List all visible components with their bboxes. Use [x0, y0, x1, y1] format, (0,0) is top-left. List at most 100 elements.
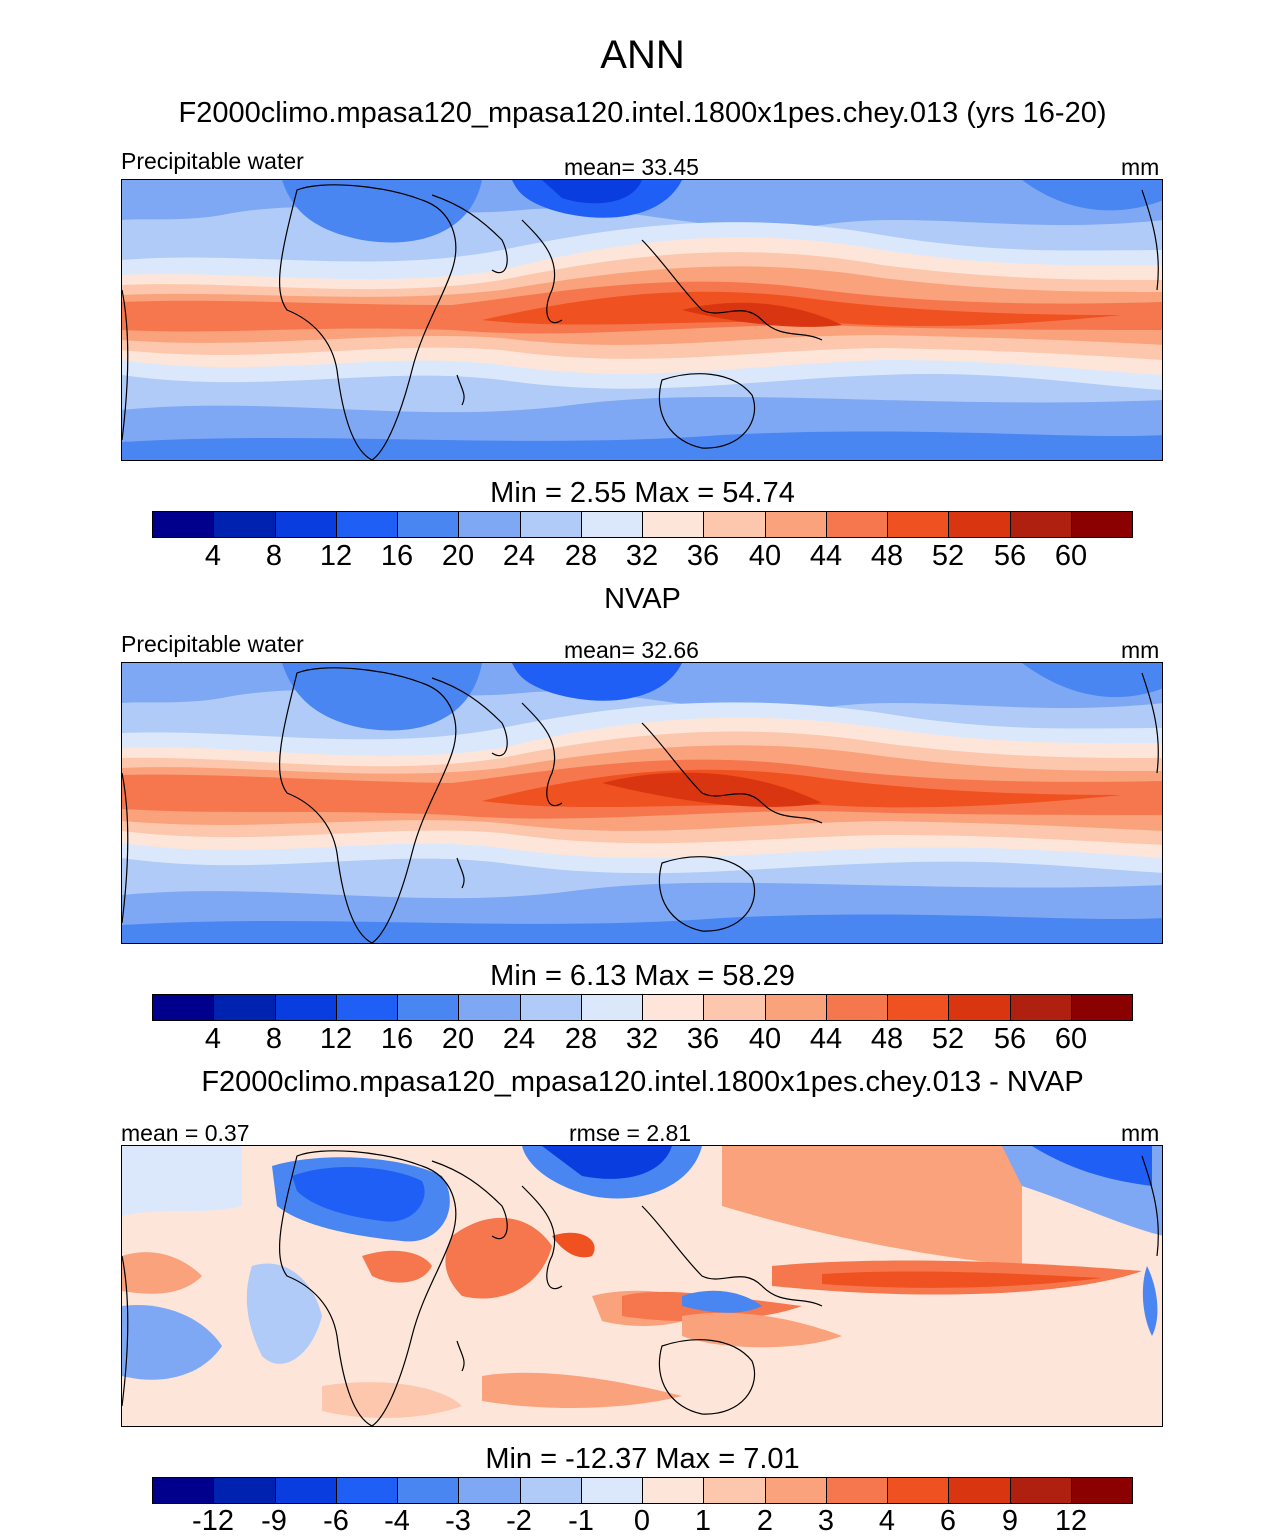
panel1-variable-label: Precipitable water	[121, 148, 304, 174]
colorbar-box	[949, 512, 1011, 537]
colorbar-tick-label: 4	[204, 1023, 222, 1055]
colorbar-tick-label: -4	[384, 1505, 410, 1537]
colorbar-box	[581, 995, 643, 1020]
colorbar-box	[153, 512, 215, 537]
colorbar-box	[398, 1478, 460, 1503]
colorbar-tick-label: 60	[1054, 1023, 1088, 1055]
colorbar-box	[275, 1478, 337, 1503]
panel2-variable-label: Precipitable water	[121, 631, 304, 657]
colorbar-tick-label: 4	[878, 1505, 896, 1537]
colorbar-box	[765, 995, 827, 1020]
colorbar-tick-label: -3	[445, 1505, 471, 1537]
colorbar-box	[765, 512, 827, 537]
colorbar-tick-label: 60	[1054, 540, 1088, 572]
colorbar-box	[704, 995, 766, 1020]
colorbar-tick-label: 28	[564, 1023, 598, 1055]
colorbar-box	[826, 512, 888, 537]
colorbar-box	[1071, 995, 1132, 1020]
panel3-minmax: Min = -12.37 Max = 7.01	[485, 1443, 800, 1475]
colorbar-tick-label: 1	[694, 1505, 712, 1537]
colorbar-box	[826, 1478, 888, 1503]
colorbar-tick-label: 24	[502, 540, 536, 572]
colorbar-box	[888, 512, 950, 537]
colorbar-tick-label: 36	[686, 1023, 720, 1055]
colorbar-box	[1071, 1478, 1132, 1503]
colorbar-box	[214, 995, 276, 1020]
colorbar-tick-label: 12	[1054, 1505, 1088, 1537]
colorbar-box	[1010, 1478, 1072, 1503]
colorbar-box	[459, 1478, 521, 1503]
colorbar-tick-label: -6	[323, 1505, 349, 1537]
colorbar-box	[1010, 995, 1072, 1020]
colorbar-tick-label: 40	[748, 1023, 782, 1055]
colorbar-tick-label: -12	[192, 1505, 234, 1537]
colorbar-box	[275, 995, 337, 1020]
panel1-colorbar	[152, 511, 1133, 538]
colorbar-tick-label: 12	[319, 1023, 353, 1055]
colorbar-box	[214, 512, 276, 537]
colorbar-box	[643, 995, 705, 1020]
panel3-map	[121, 1145, 1163, 1427]
colorbar-tick-label: 2	[756, 1505, 774, 1537]
colorbar-tick-label: 20	[441, 1023, 475, 1055]
colorbar-box	[949, 1478, 1011, 1503]
colorbar-tick-label: 36	[686, 540, 720, 572]
colorbar-box	[336, 995, 398, 1020]
colorbar-tick-label: 9	[1001, 1505, 1019, 1537]
colorbar-tick-label: 32	[625, 540, 659, 572]
panel1-units-label: mm	[1121, 154, 1160, 180]
panel1-minmax: Min = 2.55 Max = 54.74	[490, 477, 795, 509]
colorbar-tick-label: 44	[809, 540, 843, 572]
panel2-minmax: Min = 6.13 Max = 58.29	[490, 960, 795, 992]
colorbar-box	[704, 512, 766, 537]
colorbar-tick-label: 56	[993, 1023, 1027, 1055]
colorbar-box	[520, 995, 582, 1020]
colorbar-tick-label: 16	[380, 1023, 414, 1055]
panel3-units-label: mm	[1121, 1120, 1160, 1146]
panel3-rmse-label: rmse = 2.81	[569, 1120, 692, 1146]
colorbar-box	[704, 1478, 766, 1503]
colorbar-box	[398, 512, 460, 537]
colorbar-box	[643, 1478, 705, 1503]
colorbar-box	[153, 995, 215, 1020]
colorbar-box	[888, 995, 950, 1020]
colorbar-tick-label: 56	[993, 540, 1027, 572]
colorbar-tick-label: 4	[204, 540, 222, 572]
panel2-mean-label: mean= 32.66	[564, 637, 699, 663]
colorbar-tick-label: 20	[441, 540, 475, 572]
colorbar-tick-label: 12	[319, 540, 353, 572]
colorbar-tick-label: 44	[809, 1023, 843, 1055]
colorbar-box	[459, 995, 521, 1020]
colorbar-tick-label: 8	[265, 1023, 283, 1055]
colorbar-box	[581, 1478, 643, 1503]
panel2-units-label: mm	[1121, 637, 1160, 663]
colorbar-tick-label: 6	[939, 1505, 957, 1537]
colorbar-tick-label: -1	[568, 1505, 594, 1537]
colorbar-box	[275, 512, 337, 537]
figure-title: ANN	[600, 33, 685, 77]
panel2-title: NVAP	[604, 583, 681, 615]
colorbar-box	[520, 512, 582, 537]
colorbar-tick-label: 3	[817, 1505, 835, 1537]
panel2-colorbar	[152, 994, 1133, 1021]
colorbar-tick-label: 8	[265, 540, 283, 572]
colorbar-box	[153, 1478, 215, 1503]
colorbar-box	[949, 995, 1011, 1020]
colorbar-tick-label: 52	[931, 1023, 965, 1055]
panel2-map	[121, 662, 1163, 944]
colorbar-tick-label: 52	[931, 540, 965, 572]
colorbar-box	[1010, 512, 1072, 537]
panel3-title: F2000climo.mpasa120_mpasa120.intel.1800x…	[201, 1066, 1084, 1098]
colorbar-box	[398, 995, 460, 1020]
colorbar-tick-label: 24	[502, 1023, 536, 1055]
colorbar-box	[1071, 512, 1132, 537]
colorbar-tick-label: -2	[506, 1505, 532, 1537]
colorbar-box	[520, 1478, 582, 1503]
colorbar-tick-label: 16	[380, 540, 414, 572]
colorbar-box	[336, 512, 398, 537]
colorbar-box	[459, 512, 521, 537]
colorbar-tick-label: 48	[870, 1023, 904, 1055]
colorbar-tick-label: 48	[870, 540, 904, 572]
colorbar-tick-label: 40	[748, 540, 782, 572]
colorbar-tick-label: 28	[564, 540, 598, 572]
